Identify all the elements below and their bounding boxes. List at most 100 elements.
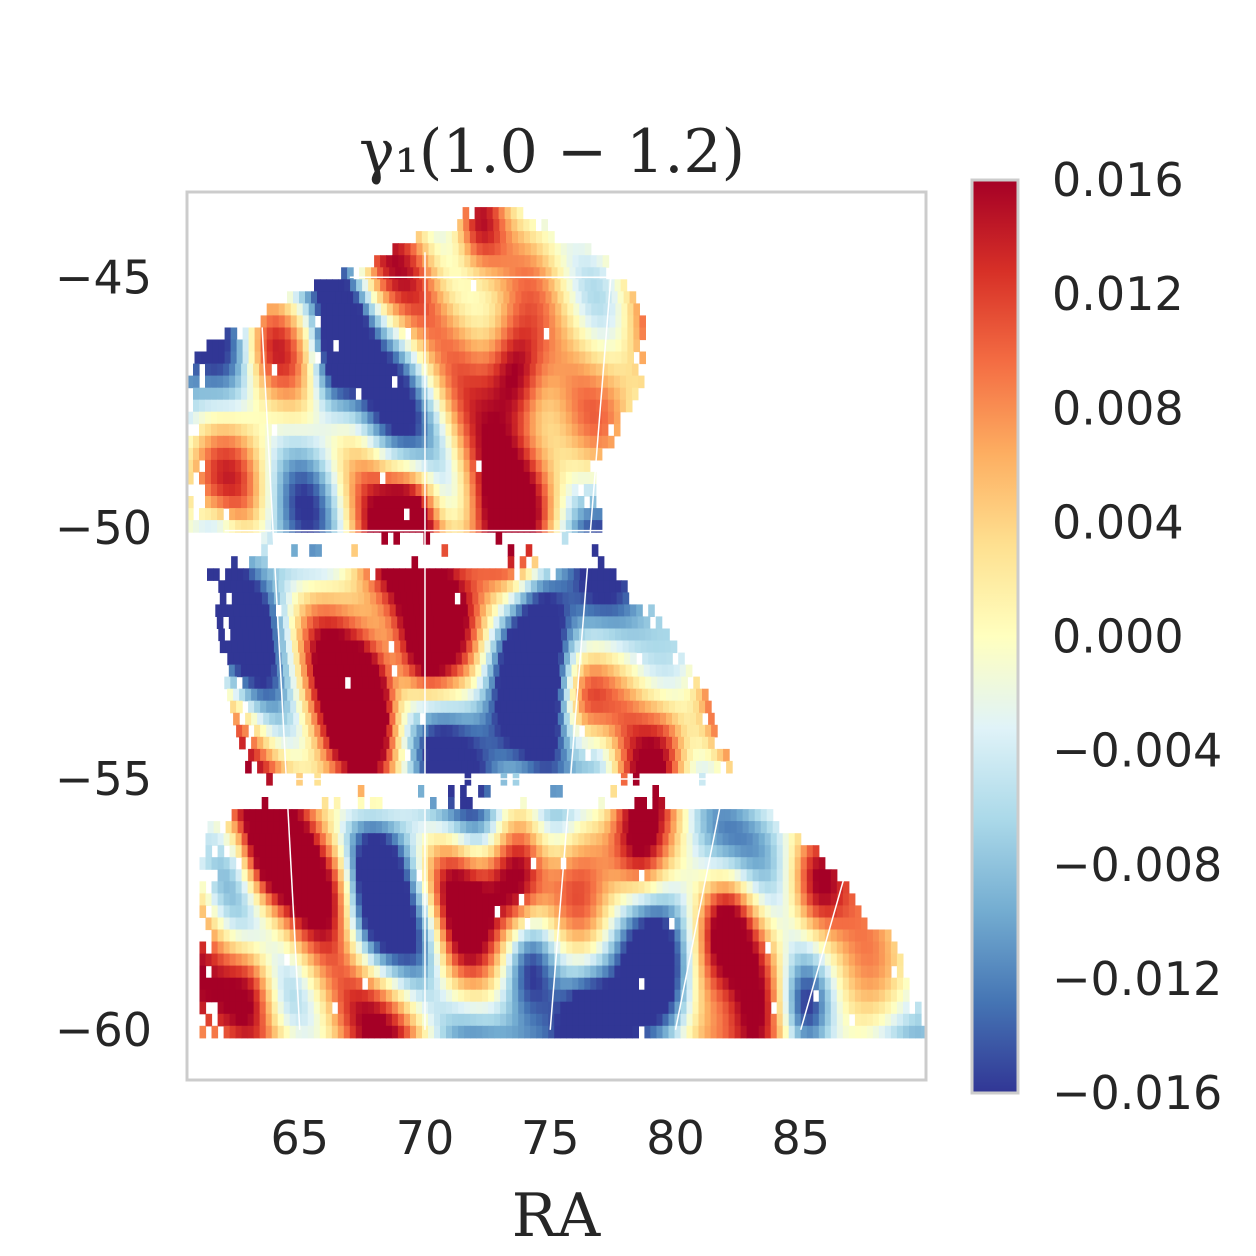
heatmap-cell <box>656 845 664 858</box>
heatmap-cell <box>752 1013 760 1027</box>
heatmap-cell <box>491 688 499 702</box>
heatmap-cell <box>764 989 772 1003</box>
heatmap-cell <box>614 1001 621 1015</box>
heatmap-cell <box>433 520 441 533</box>
heatmap-cell <box>404 700 411 714</box>
heatmap-cell <box>734 1013 742 1027</box>
heatmap-cell <box>494 833 501 846</box>
heatmap-cell <box>425 712 433 726</box>
heatmap-cell <box>368 748 375 762</box>
heatmap-cell <box>441 327 448 341</box>
heatmap-cell <box>526 640 533 654</box>
heatmap-cell <box>392 339 400 353</box>
heatmap-cell <box>465 327 472 341</box>
heatmap-cell <box>493 616 500 629</box>
heatmap-cell <box>752 1001 760 1015</box>
heatmap-cell <box>570 652 577 666</box>
heatmap-cell <box>289 459 296 473</box>
heatmap-cell <box>374 327 382 341</box>
heatmap-cell <box>325 520 332 533</box>
heatmap-cell <box>559 399 567 413</box>
heatmap-cell <box>224 351 232 365</box>
heatmap-cell <box>523 447 531 461</box>
heatmap-cell <box>632 845 639 858</box>
heatmap-cell <box>397 941 405 955</box>
heatmap-cell <box>896 953 904 967</box>
heatmap-cell <box>446 905 453 918</box>
heatmap-cell <box>434 1001 441 1015</box>
heatmap-cell <box>578 857 585 870</box>
heatmap-cell <box>409 496 417 509</box>
heatmap-cell <box>338 676 346 690</box>
heatmap-cell <box>542 857 549 870</box>
heatmap-cell <box>541 423 549 437</box>
heatmap-cell <box>481 435 489 449</box>
heatmap-cell <box>482 700 490 714</box>
heatmap-cell <box>382 592 389 605</box>
heatmap-cell <box>305 604 313 617</box>
heatmap-cell <box>830 941 838 955</box>
heatmap-cell <box>235 977 243 991</box>
heatmap-cell <box>770 941 778 955</box>
heatmap-cell <box>590 977 597 991</box>
heatmap-cell <box>669 700 676 714</box>
heatmap-cell <box>341 604 349 617</box>
heatmap-cell <box>521 736 529 750</box>
heatmap-cell <box>337 1025 345 1039</box>
heatmap-cell <box>818 869 826 882</box>
heatmap-cell <box>397 1013 405 1027</box>
colorbar-tick-label: −0.008 <box>1052 838 1222 892</box>
heatmap-cell <box>367 496 374 509</box>
heatmap-cell <box>696 688 703 702</box>
heatmap-cell <box>206 351 214 365</box>
heatmap-cell <box>428 929 435 943</box>
heatmap-cell <box>623 291 631 304</box>
heatmap-cell <box>373 905 381 918</box>
heatmap-cell <box>283 881 291 894</box>
heatmap-cell <box>593 688 601 702</box>
heatmap-cell <box>212 339 220 353</box>
heatmap-cell <box>373 616 380 629</box>
heatmap-cell <box>469 484 477 497</box>
heatmap-cell <box>674 977 682 991</box>
heatmap-cell <box>466 640 473 654</box>
heatmap-cell <box>614 905 621 918</box>
heatmap-cell <box>446 279 453 292</box>
heatmap-cell <box>290 748 297 762</box>
heatmap-cell <box>359 604 367 617</box>
heatmap-cell <box>393 532 400 545</box>
heatmap-cell <box>445 363 453 377</box>
heatmap-cell <box>482 941 489 955</box>
heatmap-cell <box>650 977 657 991</box>
heatmap-cell <box>632 941 639 955</box>
heatmap-cell <box>517 508 525 521</box>
heatmap-cell <box>311 688 318 702</box>
heatmap-cell <box>253 869 261 882</box>
heatmap-cell <box>205 411 212 425</box>
heatmap-cell <box>548 833 555 846</box>
heatmap-cell <box>591 315 598 328</box>
heatmap-cell <box>271 471 278 485</box>
heatmap-cell <box>236 351 244 365</box>
heatmap-cell <box>253 508 260 521</box>
heatmap-cell <box>632 1013 639 1027</box>
heatmap-cell <box>391 1001 399 1015</box>
heatmap-cell <box>523 423 531 437</box>
heatmap-cell <box>490 809 497 822</box>
heatmap-cell <box>302 303 310 316</box>
heatmap-cell <box>340 592 347 605</box>
heatmap-cell <box>416 255 423 268</box>
heatmap-cell <box>520 640 527 654</box>
heatmap-cell <box>434 989 441 1003</box>
heatmap-cell <box>231 809 239 822</box>
heatmap-cell <box>614 279 622 292</box>
heatmap-cell <box>518 989 525 1003</box>
heatmap-cell <box>289 1025 297 1039</box>
heatmap-cell <box>397 917 405 931</box>
heatmap-cell <box>242 339 250 353</box>
heatmap-cell <box>511 387 519 401</box>
heatmap-cell <box>782 929 790 943</box>
heatmap-cell <box>752 965 760 979</box>
heatmap-cell <box>211 399 218 413</box>
heatmap-cell <box>416 929 423 943</box>
